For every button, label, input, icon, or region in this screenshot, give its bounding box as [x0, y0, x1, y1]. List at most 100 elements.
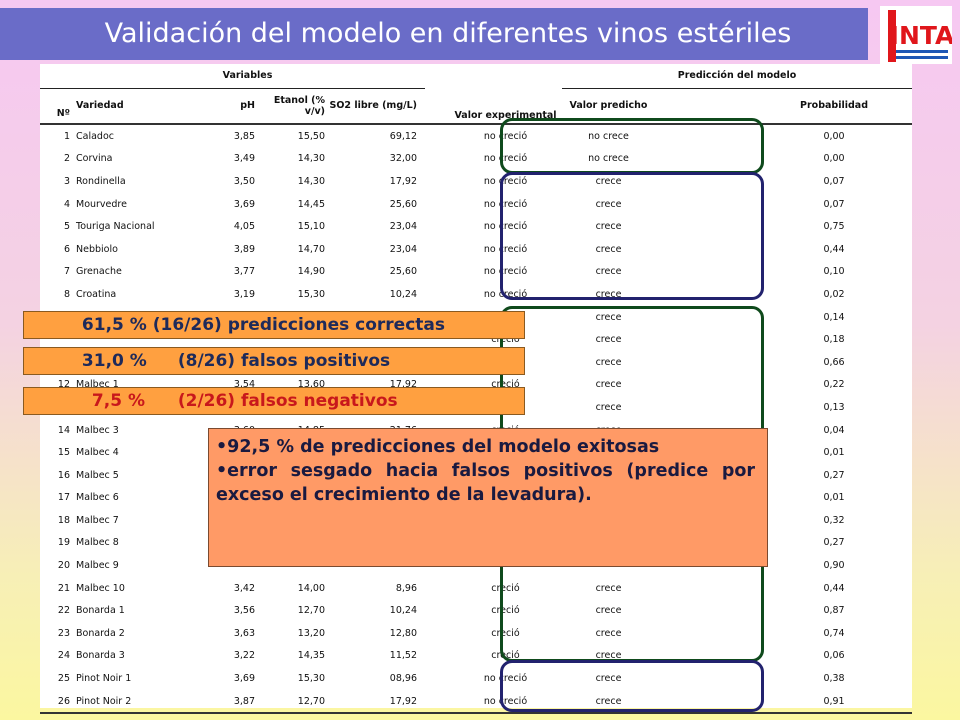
row-probability: 0,04 [823, 424, 845, 436]
row-variety: Touriga Nacional [76, 221, 155, 233]
table-row: 5 Touriga Nacional 4,05 15,10 23,04 no creció… [40, 215, 912, 238]
row-ph: 3,49 [233, 153, 255, 165]
row-probability: 0,27 [823, 469, 845, 481]
row-num: 1 [63, 130, 70, 142]
row-predicted: crece [595, 401, 622, 413]
row-so2: 17,92 [389, 175, 417, 187]
row-variety: Malbec 3 [76, 424, 119, 436]
row-num: 26 [57, 695, 70, 707]
row-num: 5 [63, 221, 70, 233]
note-bullet-2: •error sesgado hacia falsos positivos (p… [216, 461, 755, 505]
correct-group-top [500, 118, 764, 174]
inta-logo: INTA [880, 6, 952, 64]
row-experimental: no creció [483, 130, 528, 142]
row-predicted: no crece [588, 153, 629, 165]
table-row: 24 Bonarda 3 3,22 14,35 11,52 creció crece 0,06 [40, 645, 912, 668]
row-ph: 3,85 [233, 130, 255, 142]
row-variety: Grenache [76, 266, 122, 278]
row-num: 8 [63, 288, 70, 300]
row-probability: 0,44 [823, 243, 845, 255]
row-variety: Mourvedre [76, 198, 127, 210]
row-predicted: crece [595, 311, 622, 323]
col-variety: Variedad [76, 100, 124, 112]
row-so2: 25,60 [389, 266, 417, 278]
row-variety: Pinot Noir 2 [76, 695, 132, 707]
row-experimental: no creció [483, 198, 528, 210]
false-negative-group [500, 660, 764, 712]
row-variety: Croatina [76, 288, 117, 300]
row-variety: Malbec 4 [76, 447, 119, 459]
row-probability: 0,18 [823, 334, 845, 346]
row-predicted: no crece [588, 130, 629, 142]
row-so2: 23,04 [389, 243, 417, 255]
row-ph: 3,50 [233, 175, 255, 187]
table-row: creció crece 0,18 [40, 328, 912, 351]
row-variety: Malbec 8 [76, 537, 119, 549]
row-experimental: no creció [483, 266, 528, 278]
table-row: 7 Grenache 3,77 14,90 25,60 no creció crece 0,1… [40, 261, 912, 284]
stat-correct-pct: 61,5 % [81, 315, 147, 335]
row-num: 7 [63, 266, 70, 278]
row-variety: Pinot Noir 1 [76, 673, 132, 685]
row-ethanol: 15,30 [297, 288, 325, 300]
table-row: 20 Malbec 9 0,90 [40, 554, 912, 577]
table-row: 16 Malbec 5 0,27 [40, 464, 912, 487]
row-ph: 3,77 [233, 266, 255, 278]
row-probability: 0,75 [823, 221, 845, 233]
row-probability: 0,74 [823, 627, 845, 639]
row-experimental: creció [491, 627, 520, 639]
row-probability: 0,32 [823, 514, 845, 526]
row-ethanol: 15,30 [297, 673, 325, 685]
row-predicted: crece [595, 175, 622, 187]
table-row: 18 Malbec 7 0,32 [40, 509, 912, 532]
row-probability: 0,01 [823, 447, 845, 459]
row-num: 18 [57, 514, 70, 526]
row-predicted: crece [595, 650, 622, 662]
row-ethanol: 14,00 [297, 582, 325, 594]
row-probability: 0,00 [823, 130, 845, 142]
row-so2: 11,52 [389, 650, 417, 662]
table-row: 3 Rondinella 3,50 14,30 17,92 no creció crece 0… [40, 170, 912, 193]
row-ethanol: 15,50 [297, 130, 325, 142]
row-probability: 0,07 [823, 175, 845, 187]
row-ethanol: 15,10 [297, 221, 325, 233]
row-predicted: crece [595, 582, 622, 594]
row-so2: 23,04 [389, 221, 417, 233]
row-probability: 0,44 [823, 582, 845, 594]
row-experimental: creció [491, 379, 520, 391]
table-row: 6 Nebbiolo 3,89 14,70 23,04 no creció crece 0,4… [40, 238, 912, 261]
row-ethanol: 14,30 [297, 153, 325, 165]
col-probability: Probabilidad [800, 100, 868, 112]
row-predicted: crece [595, 266, 622, 278]
false-positive-group [500, 172, 764, 300]
col-experimental: Valor experimental [454, 110, 557, 121]
prediction-header: Predicción del modelo [562, 64, 913, 89]
row-probability: 0,06 [823, 650, 845, 662]
row-probability: 0,90 [823, 560, 845, 572]
row-variety: Malbec 5 [76, 469, 119, 481]
table-row: 4 Mourvedre 3,69 14,45 25,60 no creció crece 0,… [40, 193, 912, 216]
row-ethanol: 14,30 [297, 175, 325, 187]
row-experimental: creció [491, 582, 520, 594]
row-ethanol: 13,20 [297, 627, 325, 639]
note-bullet-1: •92,5 % de predicciones del modelo exito… [216, 437, 660, 457]
stat-fp-label: falsos positivos [241, 351, 391, 371]
stat-fn-label: falsos negativos [241, 391, 398, 411]
row-variety: Rondinella [76, 175, 126, 187]
row-experimental: no creció [483, 221, 528, 233]
stat-false-negative: 7,5 % (2/26) falsos negativos [23, 387, 525, 415]
conclusion-note: •92,5 % de predicciones del modelo exito… [208, 428, 768, 567]
col-predicted: Valor predicho [569, 100, 648, 112]
row-so2: 32,00 [389, 153, 417, 165]
row-variety: Corvina [76, 153, 113, 165]
row-so2: 69,12 [389, 130, 417, 142]
row-num: 20 [57, 560, 70, 572]
row-ph: 3,42 [233, 582, 255, 594]
row-ethanol: 14,90 [297, 266, 325, 278]
row-ph: 3,19 [233, 288, 255, 300]
logo-text: INTA [890, 21, 952, 50]
row-variety: Malbec 6 [76, 492, 119, 504]
row-ethanol: 14,70 [297, 243, 325, 255]
col-ethanol: Etanol (% v/v) [273, 94, 325, 117]
table-row: 21 Malbec 10 3,42 14,00 8,96 creció crece 0,44 [40, 577, 912, 600]
